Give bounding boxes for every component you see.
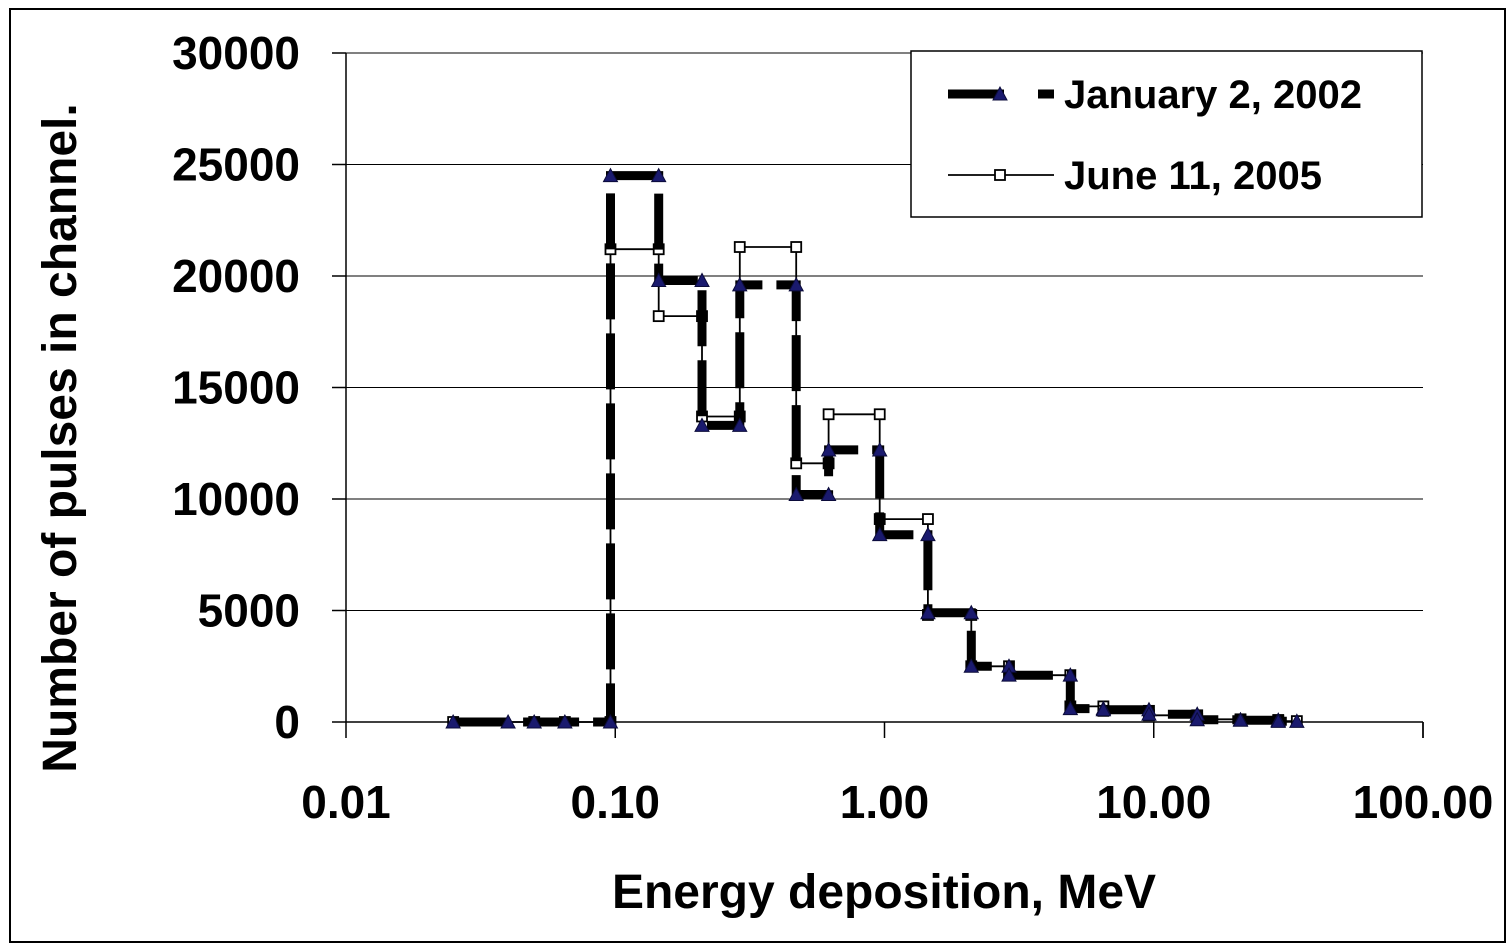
series-marker bbox=[788, 486, 805, 502]
series-marker bbox=[731, 276, 748, 292]
series-marker bbox=[822, 408, 835, 421]
series-marker bbox=[1232, 712, 1249, 727]
series-marker bbox=[733, 241, 746, 253]
series-marker bbox=[871, 441, 888, 457]
series-marker bbox=[871, 526, 888, 542]
y-tick-label: 30000 bbox=[172, 27, 300, 79]
series-marker bbox=[1062, 700, 1079, 716]
series-marker bbox=[1062, 667, 1079, 682]
series-marker bbox=[963, 604, 980, 620]
series-marker bbox=[1095, 701, 1112, 717]
series-marker bbox=[788, 276, 805, 292]
series-marker bbox=[526, 713, 543, 729]
y-tick-label: 20000 bbox=[172, 250, 300, 302]
series-1 bbox=[447, 241, 1303, 728]
series-marker bbox=[1289, 713, 1305, 728]
legend-item-june-11-2005: June 11, 2005 bbox=[948, 154, 1322, 198]
x-tick-labels: 0.01 0.10 1.00 10.00 100.00 bbox=[301, 776, 1493, 828]
series-marker bbox=[873, 408, 886, 421]
legend-item-january-2-2002: January 2, 2002 bbox=[948, 73, 1362, 117]
series-marker bbox=[694, 272, 710, 287]
series-marker bbox=[602, 167, 619, 183]
legend: January 2, 2002 June 11, 2005 bbox=[910, 50, 1423, 218]
x-tick-label: 1.00 bbox=[840, 776, 930, 828]
series-marker bbox=[731, 417, 748, 432]
series-marker bbox=[922, 513, 934, 525]
x-axis-title: Energy deposition, MeV bbox=[612, 866, 1156, 919]
y-tick-label: 25000 bbox=[172, 139, 300, 191]
x-tick-label: 0.01 bbox=[301, 776, 391, 828]
y-tick-labels: 0 5000 10000 15000 20000 25000 30000 bbox=[172, 27, 300, 748]
series-marker bbox=[445, 713, 461, 729]
series-marker bbox=[920, 526, 936, 542]
series-marker bbox=[602, 713, 619, 729]
series-marker bbox=[650, 167, 667, 183]
legend-box bbox=[910, 50, 1423, 218]
y-tick-label: 5000 bbox=[198, 585, 300, 637]
legend-swatch-marker bbox=[994, 169, 1006, 181]
series-line bbox=[453, 246, 1297, 723]
series-marker bbox=[557, 713, 573, 729]
legend-label: January 2, 2002 bbox=[1064, 73, 1362, 117]
series-0 bbox=[445, 167, 1305, 729]
series-line bbox=[453, 171, 1297, 727]
x-tick-label: 10.00 bbox=[1096, 776, 1211, 828]
series-marker bbox=[1270, 713, 1287, 728]
series-marker bbox=[694, 417, 710, 432]
series-marker bbox=[652, 310, 665, 323]
series-marker bbox=[820, 486, 837, 502]
y-tick-label: 10000 bbox=[172, 473, 300, 525]
series-marker bbox=[500, 713, 516, 729]
series-layer bbox=[445, 167, 1305, 729]
y-tick-label: 0 bbox=[274, 696, 300, 748]
x-tick-label: 0.10 bbox=[570, 776, 660, 828]
series-marker bbox=[650, 272, 667, 287]
series-marker bbox=[820, 441, 837, 457]
y-tick-label: 15000 bbox=[172, 362, 300, 414]
series-marker bbox=[963, 658, 980, 673]
series-marker bbox=[790, 241, 803, 253]
series-marker bbox=[1001, 667, 1017, 682]
series-marker bbox=[1189, 711, 1206, 727]
series-marker bbox=[1141, 706, 1157, 721]
legend-swatch-marker bbox=[992, 85, 1008, 101]
legend-label: June 11, 2005 bbox=[1064, 154, 1322, 198]
series-marker bbox=[920, 604, 936, 620]
y-axis-title: Number of pulses in channel. bbox=[34, 103, 87, 772]
x-tick-label: 100.00 bbox=[1353, 776, 1494, 828]
